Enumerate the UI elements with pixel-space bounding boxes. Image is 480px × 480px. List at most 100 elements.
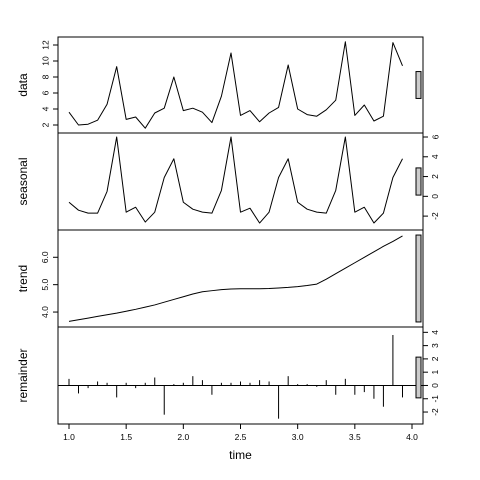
seasonal-point xyxy=(258,222,261,225)
seasonal-point xyxy=(248,207,251,210)
seasonal-point xyxy=(125,211,128,214)
seasonal-point xyxy=(401,157,404,160)
data-point xyxy=(363,104,366,107)
trend-point xyxy=(248,287,251,290)
trend-point xyxy=(201,290,204,293)
chart-root: 24681012data-20246seasonal4.05.06.0trend… xyxy=(16,36,440,462)
x-axis-title: time xyxy=(229,448,252,462)
x-tick-label: 1.5 xyxy=(120,432,132,442)
y-tick-label: 6 xyxy=(430,134,440,139)
data-point xyxy=(372,120,375,123)
trend-point xyxy=(382,245,385,248)
seasonal-point xyxy=(334,189,337,192)
y-tick-label: 6 xyxy=(40,90,50,95)
seasonal-point xyxy=(96,212,99,215)
y-tick-label: 0 xyxy=(430,194,440,199)
data-point xyxy=(353,114,356,117)
data-point xyxy=(68,111,71,114)
data-point xyxy=(220,95,223,98)
trend-point xyxy=(87,317,90,320)
range-bar xyxy=(415,356,422,399)
y-tick-label: 4 xyxy=(430,330,440,335)
panel-frame xyxy=(57,326,424,425)
data-point xyxy=(248,109,251,112)
seasonal-point xyxy=(182,201,185,204)
data-point xyxy=(268,112,271,115)
y-tick-label: 4 xyxy=(430,154,440,159)
seasonal-point xyxy=(353,211,356,214)
seasonal-point xyxy=(239,211,242,214)
trend-series-line xyxy=(68,235,403,322)
trend-point xyxy=(258,287,261,290)
y-tick-label: -2 xyxy=(430,408,440,416)
y-tick-label: 12 xyxy=(40,40,50,50)
trend-point xyxy=(182,295,185,298)
data-point xyxy=(96,119,99,122)
trend-point xyxy=(144,306,147,309)
trend-point xyxy=(210,289,213,292)
seasonal-point xyxy=(306,208,309,211)
trend-point xyxy=(153,303,156,306)
data-point xyxy=(382,115,385,118)
y-tick-label: 4 xyxy=(40,106,50,111)
panel-label-seasonal: seasonal xyxy=(16,157,30,205)
data-point xyxy=(391,41,394,44)
trend-point xyxy=(277,286,280,289)
data-point xyxy=(334,99,337,102)
data-point xyxy=(230,52,233,55)
seasonal-point xyxy=(287,157,290,160)
y-tick-label: 3 xyxy=(430,343,440,348)
data-point xyxy=(325,108,328,111)
trend-point xyxy=(363,256,366,259)
trend-point xyxy=(372,250,375,253)
seasonal-point xyxy=(163,176,166,179)
data-point xyxy=(287,64,290,67)
trend-point xyxy=(296,285,299,288)
data-point xyxy=(106,103,109,106)
panel-data: 2 4 6 8 10 12 data xyxy=(16,36,424,134)
panel-frame xyxy=(57,132,424,231)
trend-point xyxy=(315,283,318,286)
y-tick-label: 2 xyxy=(430,174,440,179)
data-point xyxy=(163,107,166,110)
seasonal-point xyxy=(372,222,375,225)
x-tick-label: 1.0 xyxy=(63,432,75,442)
data-point xyxy=(115,65,118,68)
seasonal-point xyxy=(210,212,213,215)
panel-frame xyxy=(57,229,424,328)
seasonal-point xyxy=(277,176,280,179)
range-bar xyxy=(415,234,422,323)
trend-point xyxy=(125,310,128,313)
data-point xyxy=(87,123,90,126)
seasonal-point xyxy=(87,212,90,215)
trend-point xyxy=(220,288,223,291)
trend-point xyxy=(134,308,137,311)
seasonal-point xyxy=(191,208,194,211)
data-point xyxy=(258,120,261,123)
data-point xyxy=(315,115,318,118)
seasonal-point xyxy=(201,211,204,214)
trend-point xyxy=(306,284,309,287)
trend-point xyxy=(115,312,118,315)
seasonal-point xyxy=(382,212,385,215)
seasonal-point xyxy=(68,201,71,204)
x-tick-label: 2.5 xyxy=(235,432,247,442)
seasonal-point xyxy=(106,190,109,193)
y-tick-label: 6.0 xyxy=(40,251,50,263)
trend-point xyxy=(77,318,80,321)
data-point xyxy=(210,121,213,124)
trend-point xyxy=(68,320,71,323)
x-tick-label: 2.0 xyxy=(177,432,189,442)
trend-point xyxy=(96,315,99,318)
seasonal-point xyxy=(315,211,318,214)
y-tick-label: -2 xyxy=(430,212,440,220)
panel-seasonal: -2 0 2 4 6 seasonal xyxy=(16,132,440,231)
seasonal-point xyxy=(144,221,147,224)
y-tick-label: 4.0 xyxy=(40,306,50,318)
range-bar xyxy=(415,71,422,99)
seasonal-point xyxy=(325,212,328,215)
data-point xyxy=(144,127,147,130)
seasonal-point xyxy=(296,201,299,204)
seasonal-point xyxy=(363,206,366,209)
data-point xyxy=(401,64,404,67)
